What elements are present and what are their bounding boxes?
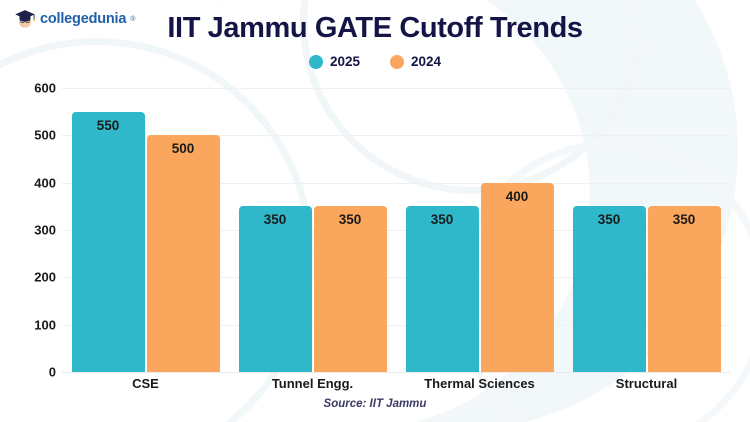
bar-2025-structural[interactable]: 350 — [572, 206, 646, 372]
bar-value-label: 350 — [597, 212, 621, 228]
bar-value-label: 550 — [96, 117, 120, 133]
bars: 350 350 — [563, 88, 730, 372]
chart-legend: 2025 2024 — [0, 54, 750, 69]
y-tick-100: 100 — [34, 317, 56, 333]
y-tick-600: 600 — [34, 80, 56, 96]
x-axis-label: Tunnel Engg. — [271, 376, 354, 391]
bar-2025-thermal-sciences[interactable]: 350 — [405, 206, 479, 372]
bar-value-label: 400 — [505, 188, 529, 204]
legend-item-2024[interactable]: 2024 — [390, 54, 441, 69]
bar-2024-thermal-sciences[interactable]: 400 — [480, 182, 554, 372]
y-tick-300: 300 — [34, 222, 56, 238]
bar-value-label: 500 — [171, 141, 195, 157]
y-tick-200: 200 — [34, 269, 56, 285]
bars: 350 400 — [396, 88, 563, 372]
bar-2024-tunnel-engg[interactable]: 350 — [313, 206, 387, 372]
gridline-0 — [62, 372, 730, 373]
bar-group-structural: 350 350 Structural — [563, 88, 730, 391]
y-tick-0: 0 — [48, 364, 56, 380]
legend-label-2025: 2025 — [329, 54, 360, 69]
legend-item-2025[interactable]: 2025 — [308, 54, 360, 69]
bar-value-label: 350 — [430, 212, 454, 228]
bar-group-thermal-sciences: 350 400 Thermal Sciences — [396, 88, 563, 391]
plot-area: 550 500 CSE 350 350 Tunnel Engg. 350 400 Thermal… — [62, 88, 730, 391]
bar-value-label: 350 — [263, 212, 287, 228]
logo-wordmark: collegedunia — [40, 11, 127, 27]
bar-value-label: 350 — [338, 212, 362, 228]
bars: 550 500 — [62, 88, 229, 372]
bars: 350 350 — [229, 88, 396, 372]
y-tick-500: 500 — [34, 127, 56, 143]
bar-2025-cse[interactable]: 550 — [71, 111, 145, 372]
bar-value-label: 350 — [672, 212, 696, 228]
bar-2025-tunnel-engg[interactable]: 350 — [238, 206, 312, 372]
collegedunia-logo: collegedunia ® — [14, 8, 135, 30]
bar-2024-cse[interactable]: 500 — [146, 135, 220, 372]
bar-group-cse: 550 500 CSE — [62, 88, 229, 391]
bar-groups: 550 500 CSE 350 350 Tunnel Engg. 350 400 Thermal… — [62, 88, 730, 391]
bar-2024-structural[interactable]: 350 — [647, 206, 721, 372]
legend-label-2024: 2024 — [411, 54, 442, 69]
y-tick-400: 400 — [34, 175, 56, 191]
x-axis-label: CSE — [132, 376, 159, 391]
y-axis-labels: 0 100 200 300 400 500 600 — [0, 81, 56, 380]
legend-dot-2025 — [308, 54, 323, 69]
x-axis-label: Thermal Sciences — [424, 376, 535, 391]
x-axis-label: Structural — [615, 376, 678, 391]
source-note: Source: IIT Jammu — [323, 398, 427, 410]
bar-group-tunnel-engg: 350 350 Tunnel Engg. — [229, 88, 396, 391]
legend-dot-2024 — [390, 54, 404, 69]
logo-trademark: ® — [130, 15, 136, 23]
graduation-cap-icon — [14, 8, 36, 30]
